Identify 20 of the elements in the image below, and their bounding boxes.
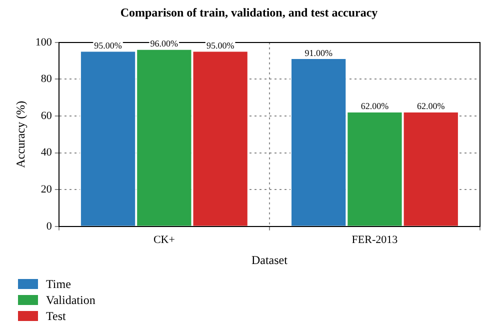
chart-title: Comparison of train, validation, and test accuracy (120, 5, 378, 20)
data-label: 91.00% (304, 48, 333, 58)
data-label: 95.00% (206, 40, 235, 50)
y-tick-label: 60 (40, 110, 52, 122)
data-label: 62.00% (416, 101, 446, 112)
x-axis-title: Dataset (251, 252, 288, 267)
legend-label: Validation (46, 292, 96, 308)
legend-label: Test (46, 308, 66, 324)
legend-label: Time (46, 276, 71, 292)
data-label: 96.00% (150, 38, 179, 49)
y-tick-label: 80 (40, 73, 52, 86)
data-label: 62.00% (360, 101, 390, 112)
y-tick-label: 40 (40, 146, 52, 159)
data-label: 95.00% (94, 40, 122, 50)
y-tick-label: 100 (35, 36, 52, 48)
y-axis-title: Accuracy (%) (13, 100, 28, 168)
y-tick-label: 0 (46, 220, 52, 232)
y-tick-label: 20 (40, 183, 52, 196)
x-tick-label: CK+ (153, 234, 175, 246)
x-tick-label: FER-2013 (352, 234, 398, 246)
